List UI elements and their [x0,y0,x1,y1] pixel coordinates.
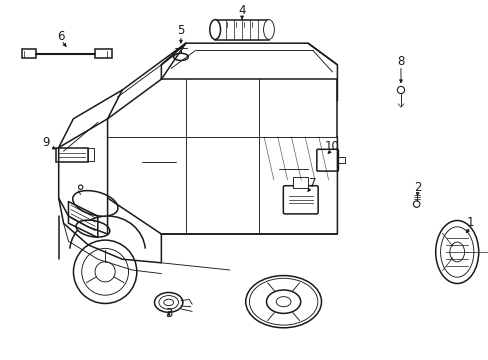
Bar [88,148,94,161]
Text: 1: 1 [466,216,473,229]
Ellipse shape [73,190,118,216]
FancyBboxPatch shape [283,186,318,214]
Bar [293,177,307,188]
Ellipse shape [263,19,274,39]
Circle shape [81,248,128,295]
Ellipse shape [440,227,473,277]
Ellipse shape [435,220,478,283]
Ellipse shape [154,292,183,312]
Text: 5: 5 [177,24,184,37]
Text: 8: 8 [396,55,404,68]
Text: 4: 4 [238,4,245,17]
Ellipse shape [249,278,317,325]
Circle shape [397,86,404,94]
Text: 6: 6 [57,30,65,42]
Circle shape [79,185,82,189]
FancyBboxPatch shape [316,149,338,171]
Circle shape [412,201,419,207]
Ellipse shape [276,297,290,307]
Text: 9: 9 [42,136,50,149]
Bar [22,49,36,58]
Circle shape [95,262,115,282]
Ellipse shape [76,220,110,237]
Ellipse shape [449,242,464,262]
Text: 10: 10 [325,140,339,153]
Ellipse shape [209,19,220,39]
Ellipse shape [159,296,178,309]
Text: 7: 7 [308,177,316,190]
Ellipse shape [163,299,173,306]
Ellipse shape [245,275,321,328]
Ellipse shape [266,290,300,313]
Text: 2: 2 [413,181,421,194]
Bar [56,148,88,162]
Text: 3: 3 [164,307,172,320]
Bar [95,49,112,58]
Ellipse shape [173,53,188,60]
Circle shape [73,240,137,303]
Bar [215,20,268,40]
